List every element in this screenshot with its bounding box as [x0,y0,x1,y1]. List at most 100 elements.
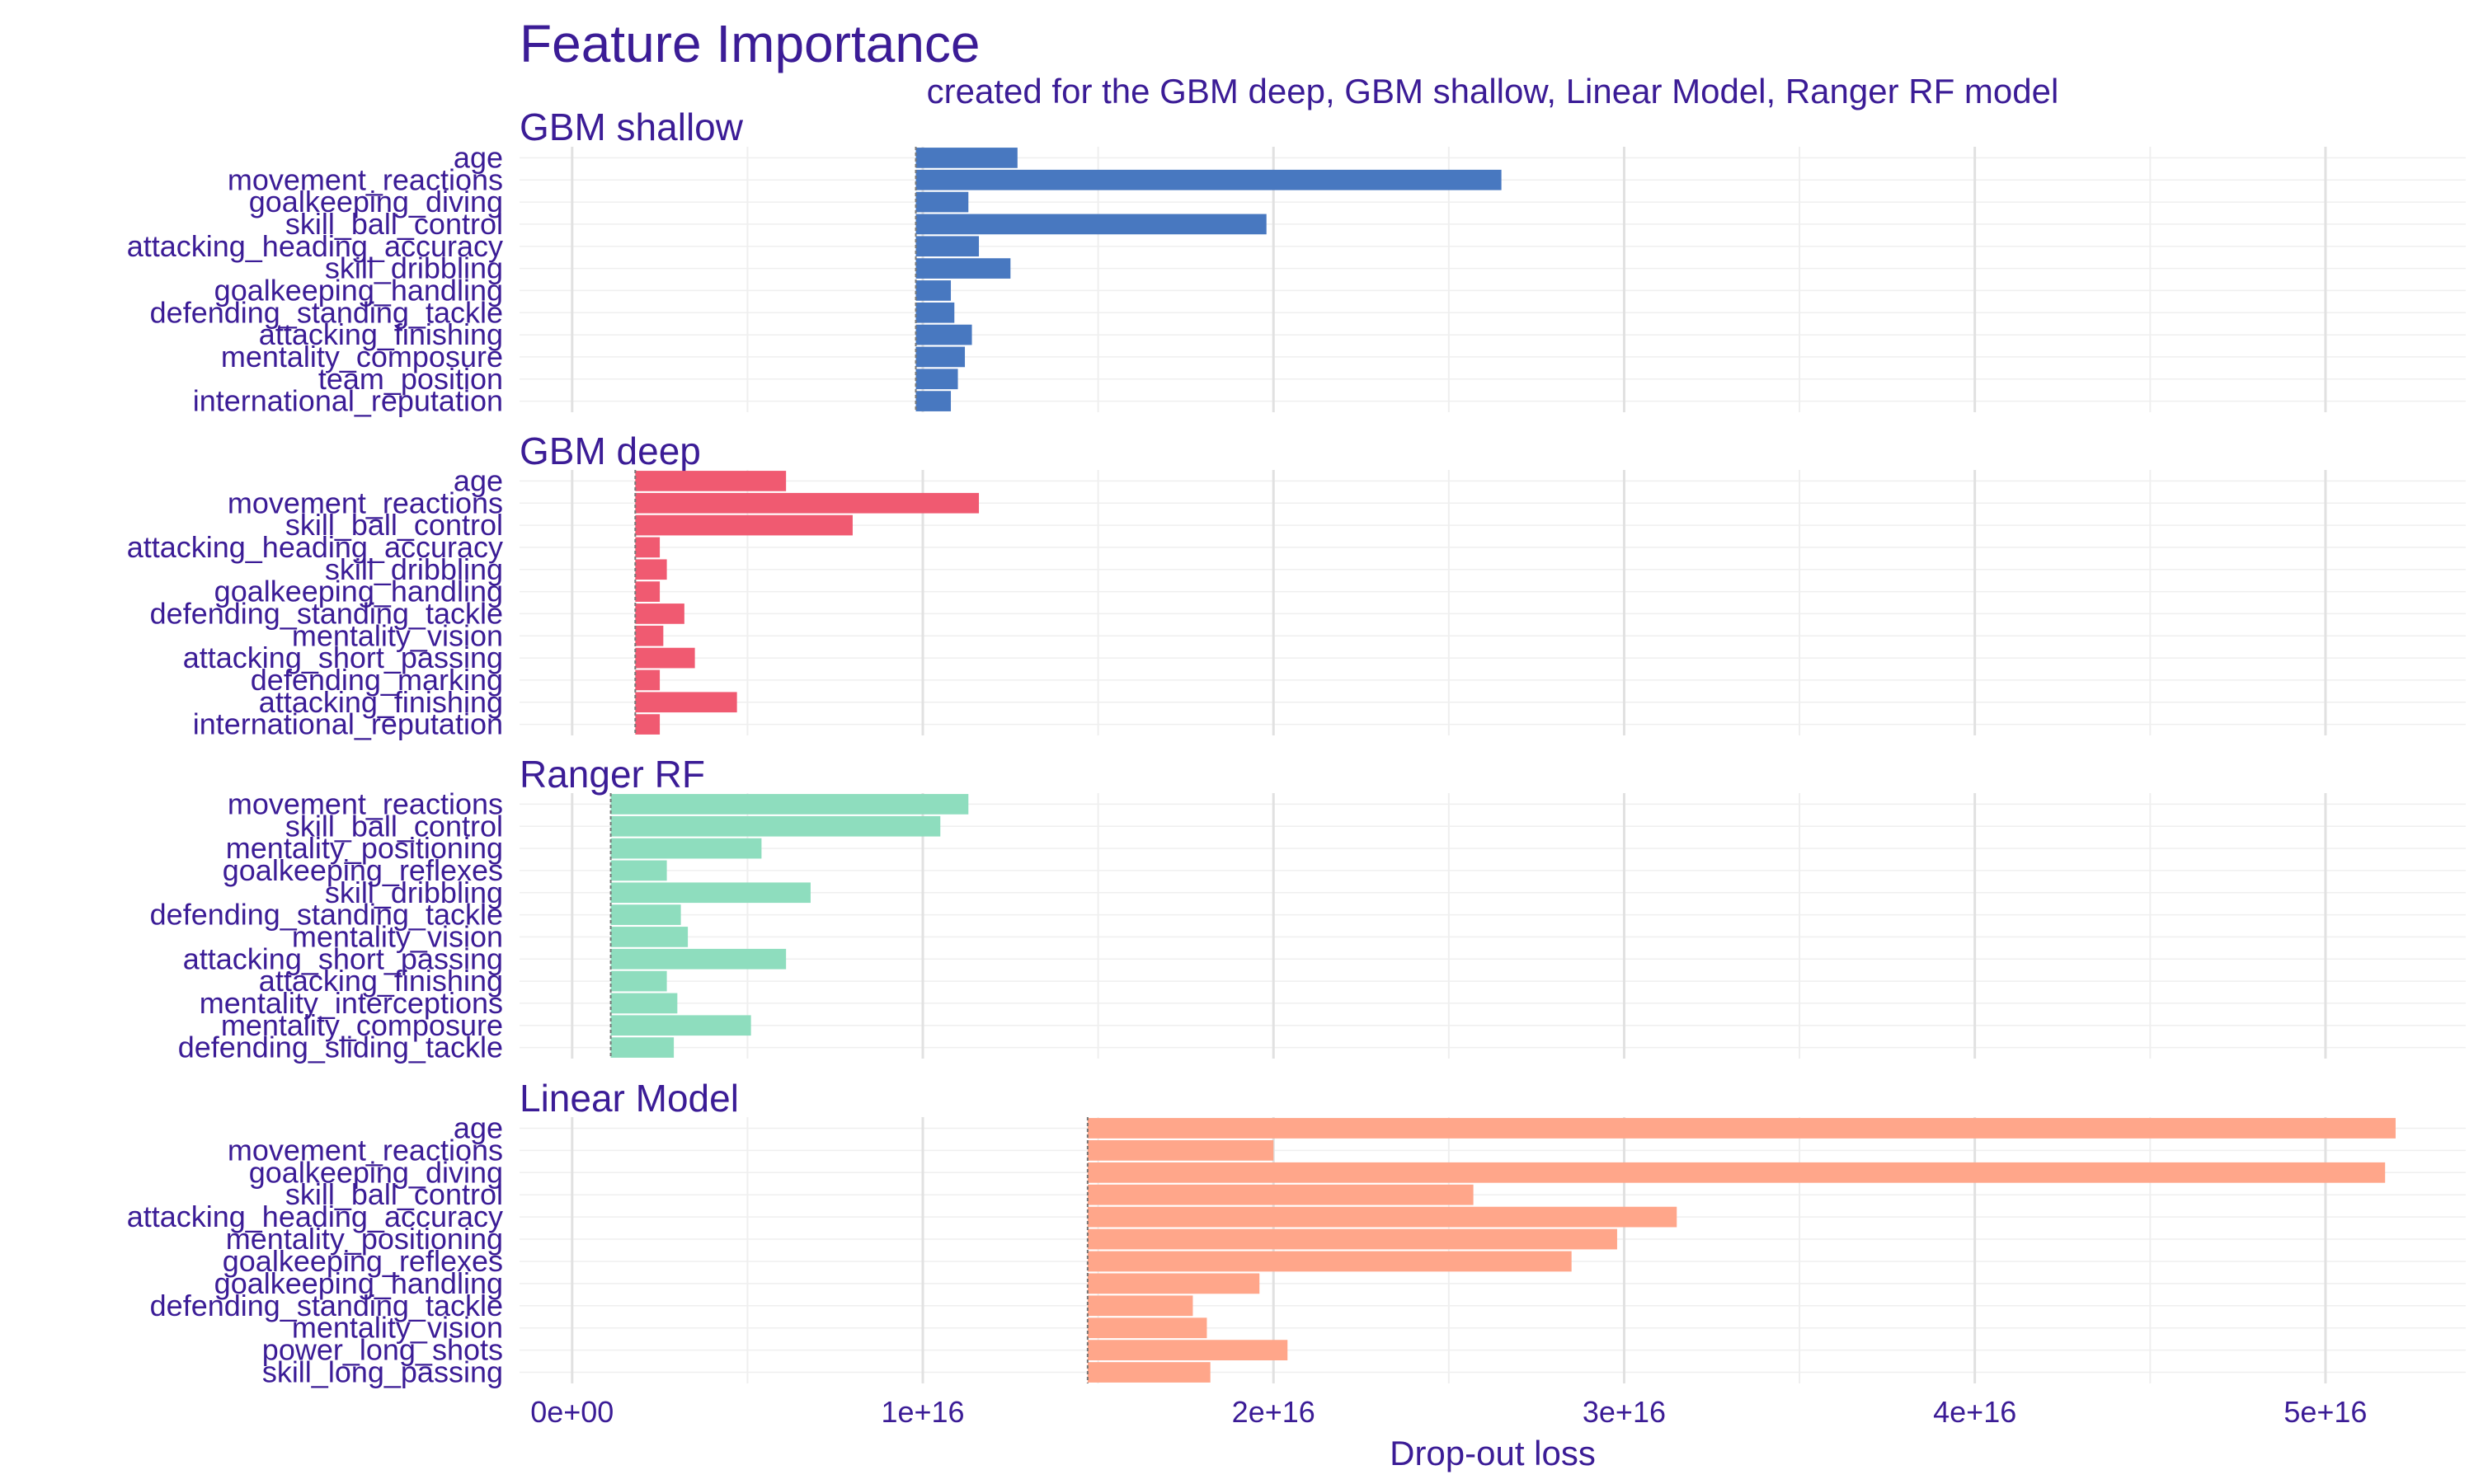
bar [610,1037,675,1058]
bar [1087,1228,1617,1250]
feature-label: attacking_finishing [259,685,503,719]
bar [1087,1118,2396,1139]
feature-label: mentality_vision [292,1311,503,1345]
feature-label: goalkeeping_handling [214,575,503,608]
bar [635,692,737,713]
feature-label: power_long_shots [262,1333,503,1367]
feature-label: international_reputation [193,707,503,741]
feature-label: mentality_composure [221,1008,503,1042]
feature-label: skill_ball_control [285,1177,503,1211]
bar [610,970,667,992]
bar [610,815,941,837]
feature-label: attacking_heading_accuracy [127,530,503,564]
feature-label: movement_reactions [228,787,503,820]
feature-label: skill_dribbling [325,251,503,285]
feature-label: defending_standing_tackle [150,295,503,329]
bar [610,794,969,815]
feature-label: mentality_composure [221,340,503,373]
bar [635,471,787,491]
feature-label: skill_dribbling [325,552,503,586]
bar [635,625,664,646]
feature-label: defending_standing_tackle [150,1289,503,1322]
feature-label: goalkeeping_reflexes [223,1244,503,1278]
bar [1087,1317,1207,1339]
feature-label: age [454,463,503,497]
feature-label: age [454,1111,503,1144]
bar [1087,1251,1572,1272]
feature-label: mentality_vision [292,618,503,652]
bar [635,492,980,514]
bar [915,346,966,368]
panel-title: Ranger RF [520,753,705,796]
x-axis-label: Drop-out loss [1390,1434,1596,1472]
feature-label: goalkeeping_diving [249,1155,503,1189]
feature-label: attacking_finishing [259,964,503,998]
bar [635,514,853,536]
feature-label: attacking_heading_accuracy [127,229,503,263]
x-tick-label: 5e+16 [2284,1395,2367,1429]
feature-label: skill_ball_control [285,207,503,241]
x-axis: 0e+00 1e+16 2e+16 3e+16 4e+16 5e+16 [530,1395,2367,1429]
feature-label: goalkeeping_diving [249,185,503,218]
feature-label: attacking_heading_accuracy [127,1200,503,1233]
feature-label: attacking_short_passing [183,641,503,674]
bar [915,324,972,345]
panel-ranger-rf: Ranger RF movement_reactionsskill_ball_co… [150,753,2466,1064]
feature-label: team_position [318,362,503,396]
bar [635,603,684,624]
bar [610,860,667,881]
panel-title: Linear Model [520,1077,739,1120]
feature-label: mentality_positioning [226,831,503,865]
bar [635,537,661,558]
feature-label: attacking_short_passing [183,942,503,975]
bar [635,669,661,691]
feature-label: defending_marking [251,663,503,697]
feature-label: attacking_finishing [259,317,503,351]
chart-subtitle: created for the GBM deep, GBM shallow, L… [927,72,2059,110]
bar [610,927,689,947]
feature-label: movement_reactions [228,1133,503,1167]
feature-label: movement_reactions [228,486,503,519]
feature-label: skill_long_passing [262,1355,503,1389]
facet-panels: GBM shallowagemovement_reactionsgoalkeep… [127,106,2466,1389]
panel-title: GBM shallow [520,106,744,148]
bar [1087,1362,1211,1383]
bar [915,369,958,390]
bar [1087,1139,1274,1161]
bar [635,647,695,669]
x-tick-label: 2e+16 [1232,1395,1315,1429]
panel-gbm-shallow: GBM shallow agemovement_reactionsgoalkeep… [127,106,2466,418]
feature-label: goalkeeping_handling [214,1266,503,1300]
x-tick-label: 3e+16 [1583,1395,1666,1429]
bar [610,838,762,859]
bar [1087,1206,1677,1228]
bar [1087,1184,1474,1205]
feature-label: movement_reactions [228,162,503,196]
feature-label: age [454,140,503,174]
bar [915,148,1018,168]
panel-linear-model: Linear Model agemovement_reactionsgoalkee… [127,1077,2466,1389]
feature-label: skill_ball_control [285,508,503,542]
feature-label: goalkeeping_reflexes [223,853,503,887]
bar [610,882,811,904]
bar [915,391,952,411]
panel-gbm-deep: GBM deep agemovement_reactionsskill_ball_… [127,430,2466,741]
bar [1087,1340,1288,1361]
bar [610,904,681,925]
feature-label: mentality_interceptions [200,986,503,1020]
panel-title: GBM deep [520,430,701,472]
bar [610,1015,751,1036]
chart-title: Feature Importance [520,14,981,73]
bar [635,581,661,602]
feature-label: skill_ball_control [285,809,503,843]
bar [635,714,661,735]
feature-label: skill_dribbling [325,876,503,909]
feature-label: defending_standing_tackle [150,898,503,932]
feature-label: mentality_vision [292,919,503,953]
bar [1087,1273,1260,1294]
feature-label: defending_standing_tackle [150,596,503,630]
x-tick-label: 4e+16 [1933,1395,2016,1429]
bar [915,280,952,301]
x-tick-label: 1e+16 [881,1395,964,1429]
